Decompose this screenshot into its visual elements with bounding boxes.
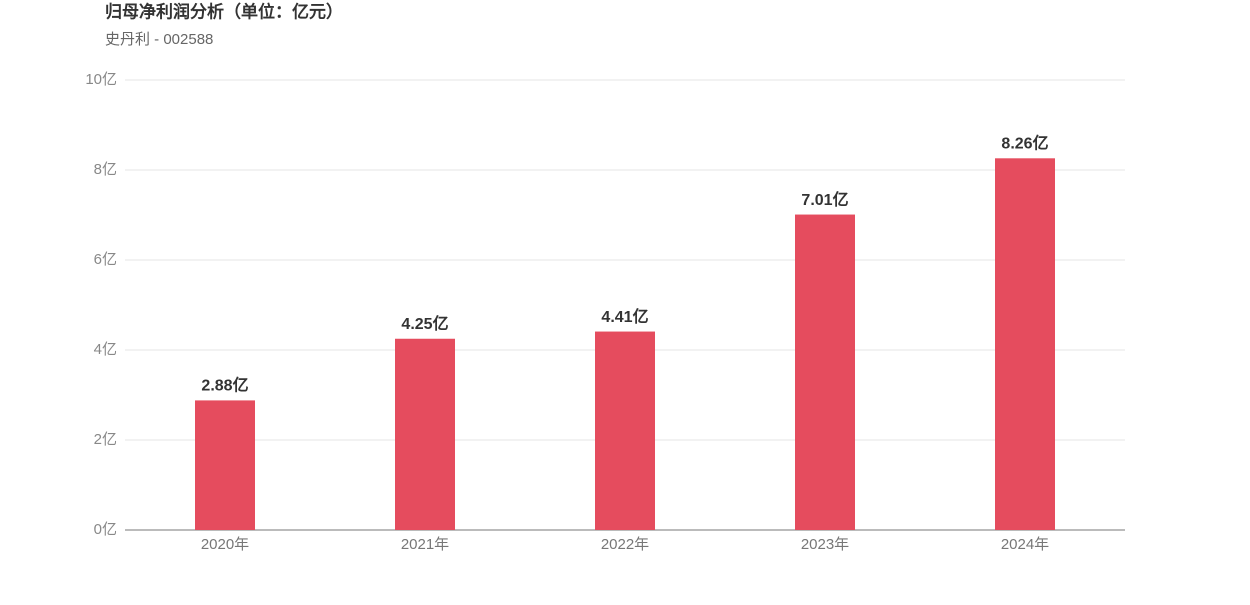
data-label: 8.26亿 — [1001, 134, 1048, 153]
y-tick-label: 6亿 — [94, 251, 117, 268]
x-tick-label: 2024年 — [1001, 536, 1049, 553]
chart-title: 归母净利润分析（单位：亿元） — [105, 1, 343, 21]
y-tick-label: 2亿 — [94, 431, 117, 448]
bar — [195, 400, 255, 530]
bar — [595, 331, 655, 530]
data-label: 4.41亿 — [601, 307, 648, 326]
y-tick-label: 10亿 — [85, 71, 117, 88]
y-tick-label: 4亿 — [94, 341, 117, 358]
y-tick-label: 8亿 — [94, 161, 117, 178]
bar — [795, 214, 855, 531]
data-label: 2.88亿 — [201, 376, 248, 395]
bar — [395, 338, 455, 530]
data-label: 7.01亿 — [801, 190, 848, 209]
data-label: 4.25亿 — [401, 314, 448, 333]
bar — [995, 158, 1055, 531]
x-tick-label: 2022年 — [601, 536, 649, 553]
y-tick-label: 0亿 — [94, 521, 117, 538]
x-tick-label: 2023年 — [801, 536, 849, 553]
chart-subtitle: 史丹利 - 002588 — [105, 31, 213, 48]
x-tick-label: 2021年 — [401, 536, 449, 553]
x-tick-label: 2020年 — [201, 536, 249, 553]
